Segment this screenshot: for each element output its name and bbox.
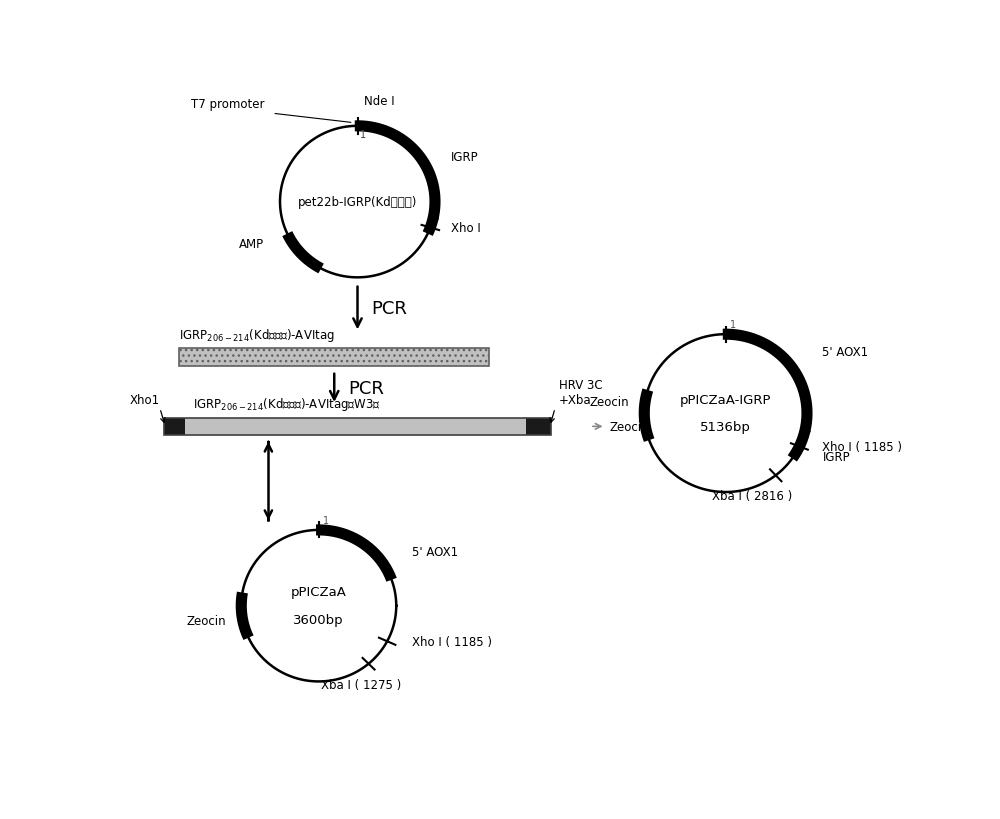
Text: Xho I: Xho I bbox=[451, 222, 480, 235]
Text: Xba I ( 2816 ): Xba I ( 2816 ) bbox=[712, 490, 793, 503]
Text: pet22b-IGRP(Kd不全长): pet22b-IGRP(Kd不全长) bbox=[298, 196, 417, 209]
Bar bbox=[185, 418, 526, 436]
Text: IGRP: IGRP bbox=[822, 450, 850, 464]
Text: Nde I: Nde I bbox=[364, 95, 394, 108]
Text: Zeocin: Zeocin bbox=[589, 396, 629, 408]
Text: 1: 1 bbox=[323, 515, 329, 525]
Text: Xho1: Xho1 bbox=[130, 394, 160, 407]
Text: 5136bp: 5136bp bbox=[700, 421, 751, 434]
Text: PCR: PCR bbox=[348, 379, 384, 397]
Text: Zeocin: Zeocin bbox=[609, 420, 649, 433]
Text: IGRP$_{206-214}$(Kd不全长)-AVItag: IGRP$_{206-214}$(Kd不全长)-AVItag bbox=[179, 327, 335, 344]
Text: PCR: PCR bbox=[371, 300, 407, 318]
Text: Xho I ( 1185 ): Xho I ( 1185 ) bbox=[822, 441, 902, 454]
Text: IGRP: IGRP bbox=[451, 151, 478, 164]
Text: 1: 1 bbox=[360, 129, 366, 140]
Text: 1: 1 bbox=[730, 319, 736, 330]
Bar bbox=[526, 418, 551, 436]
Text: 5' AOX1: 5' AOX1 bbox=[822, 346, 869, 359]
Bar bbox=[179, 349, 489, 366]
Text: HRV 3C
+Xba: HRV 3C +Xba bbox=[559, 378, 603, 407]
Bar bbox=[164, 418, 185, 436]
Text: Zeocin: Zeocin bbox=[186, 614, 226, 627]
Text: pPICZaA: pPICZaA bbox=[291, 586, 347, 599]
Text: T7 promoter: T7 promoter bbox=[191, 98, 264, 111]
Text: Xho I ( 1185 ): Xho I ( 1185 ) bbox=[412, 635, 492, 648]
Bar bbox=[164, 418, 551, 436]
Text: AMP: AMP bbox=[239, 238, 264, 251]
Text: Xba I ( 1275 ): Xba I ( 1275 ) bbox=[321, 678, 401, 690]
Text: 3600bp: 3600bp bbox=[293, 613, 344, 627]
Text: 5' AOX1: 5' AOX1 bbox=[412, 545, 458, 558]
Text: IGRP$_{206-214}$(Kd不全长)-AVItag（W3）: IGRP$_{206-214}$(Kd不全长)-AVItag（W3） bbox=[193, 396, 381, 413]
Text: pPICZaA-IGRP: pPICZaA-IGRP bbox=[680, 393, 771, 406]
